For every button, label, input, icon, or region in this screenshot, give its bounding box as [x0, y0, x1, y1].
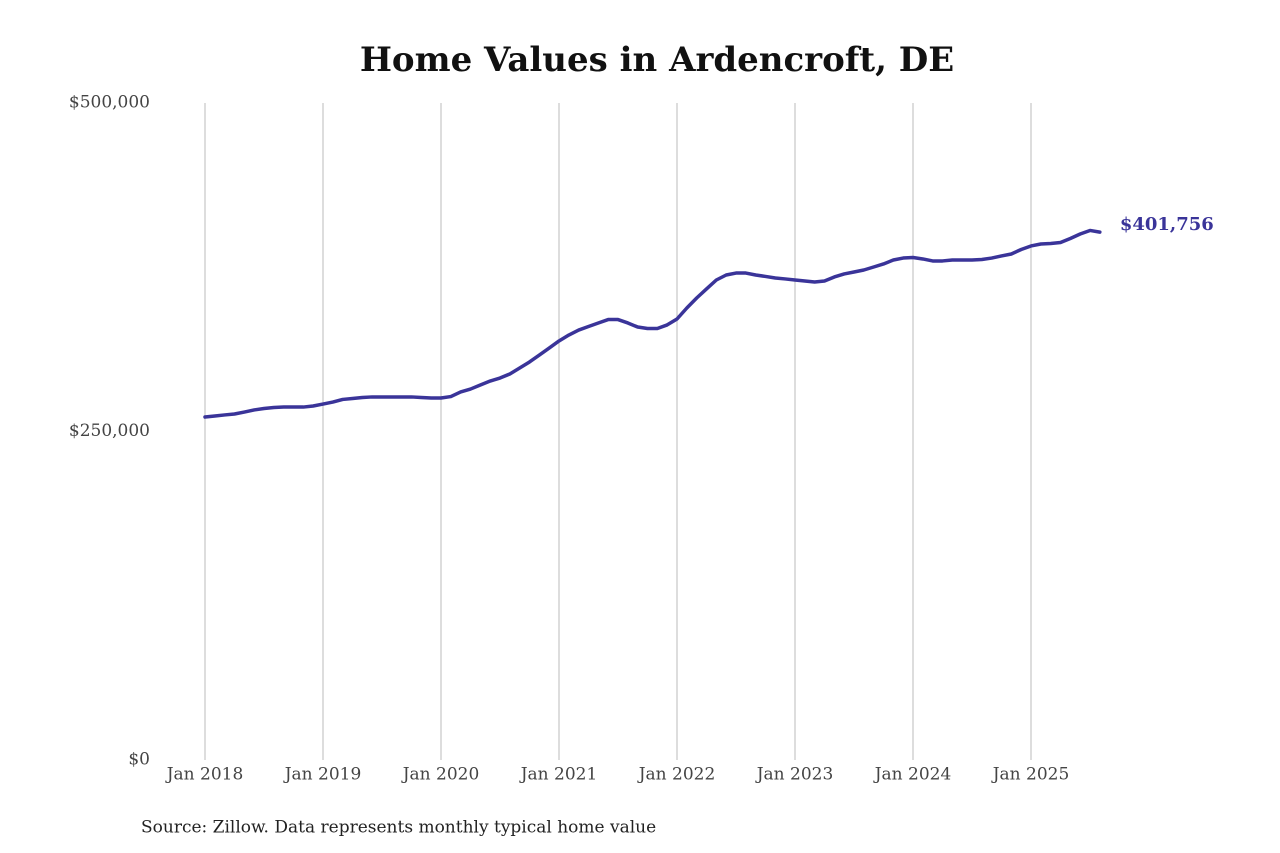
source-note: Source: Zillow. Data represents monthly …	[141, 818, 656, 838]
x-tick-label: Jan 2024	[873, 765, 952, 785]
x-tick-label: Jan 2021	[519, 765, 598, 785]
y-tick-label: $0	[128, 750, 150, 770]
x-tick-label: Jan 2022	[637, 765, 716, 785]
x-tick-label: Jan 2018	[165, 765, 244, 785]
x-tick-label: Jan 2019	[283, 765, 362, 785]
y-tick-label: $500,000	[69, 93, 150, 113]
y-tick-label: $250,000	[69, 421, 150, 441]
x-tick-label: Jan 2023	[755, 765, 834, 785]
chart-title: Home Values in Ardencroft, DE	[360, 40, 954, 80]
end-value-label: $401,756	[1120, 214, 1214, 235]
line-series	[203, 228, 1102, 419]
x-tick-label: Jan 2025	[991, 765, 1070, 785]
x-tick-label: Jan 2020	[401, 765, 480, 785]
